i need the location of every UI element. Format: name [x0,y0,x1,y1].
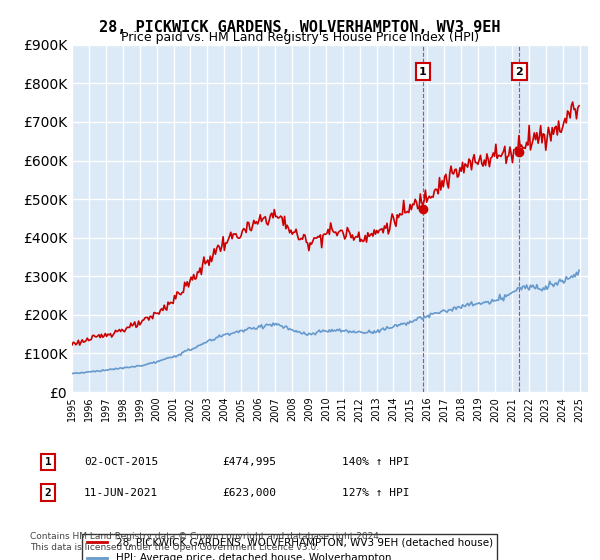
Text: 2: 2 [44,488,52,498]
Text: 28, PICKWICK GARDENS, WOLVERHAMPTON, WV3 9EH: 28, PICKWICK GARDENS, WOLVERHAMPTON, WV3… [99,20,501,35]
Text: £474,995: £474,995 [222,457,276,467]
Text: 11-JUN-2021: 11-JUN-2021 [84,488,158,498]
Text: £623,000: £623,000 [222,488,276,498]
Legend: 28, PICKWICK GARDENS, WOLVERHAMPTON, WV3 9EH (detached house), HPI: Average pric: 28, PICKWICK GARDENS, WOLVERHAMPTON, WV3… [82,534,497,560]
Text: 127% ↑ HPI: 127% ↑ HPI [342,488,409,498]
Text: 2: 2 [515,67,523,77]
Text: Price paid vs. HM Land Registry's House Price Index (HPI): Price paid vs. HM Land Registry's House … [121,31,479,44]
Text: 140% ↑ HPI: 140% ↑ HPI [342,457,409,467]
Text: Contains HM Land Registry data © Crown copyright and database right 2024.
This d: Contains HM Land Registry data © Crown c… [30,532,382,552]
Text: 1: 1 [44,457,52,467]
Text: 1: 1 [419,67,427,77]
Text: 02-OCT-2015: 02-OCT-2015 [84,457,158,467]
